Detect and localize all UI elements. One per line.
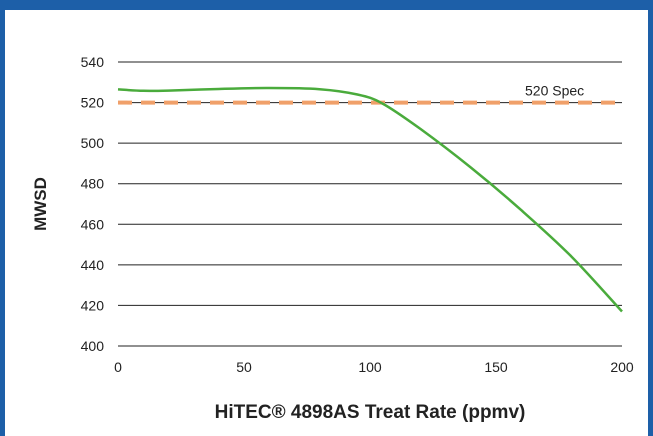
x-axis-title: HiTEC® 4898AS Treat Rate (ppmv) — [215, 402, 526, 423]
y-tick-labels: 400 420 440 460 480 500 520 540 — [81, 54, 105, 354]
x-tick-label: 100 — [358, 359, 382, 375]
y-tick-label: 400 — [81, 338, 105, 354]
x-tick-label: 0 — [114, 359, 122, 375]
spec-reference-label: 520 Spec — [525, 83, 584, 99]
right-border — [648, 0, 653, 436]
y-tick-label: 440 — [81, 257, 105, 273]
series-line — [117, 86, 623, 313]
left-border — [0, 0, 5, 436]
gridlines — [118, 61, 622, 347]
y-axis-title: MWSD — [31, 177, 50, 231]
y-tick-label: 460 — [81, 216, 105, 232]
x-tick-label: 150 — [484, 359, 508, 375]
y-tick-label: 420 — [81, 297, 105, 313]
x-tick-labels: 0 50 100 150 200 — [114, 359, 634, 375]
y-tick-label: 520 — [81, 95, 105, 111]
y-tick-label: 480 — [81, 176, 105, 192]
top-bar — [0, 0, 653, 10]
x-tick-label: 200 — [610, 359, 634, 375]
x-tick-label: 50 — [236, 359, 252, 375]
y-tick-label: 500 — [81, 135, 105, 151]
y-tick-label: 540 — [81, 54, 105, 70]
